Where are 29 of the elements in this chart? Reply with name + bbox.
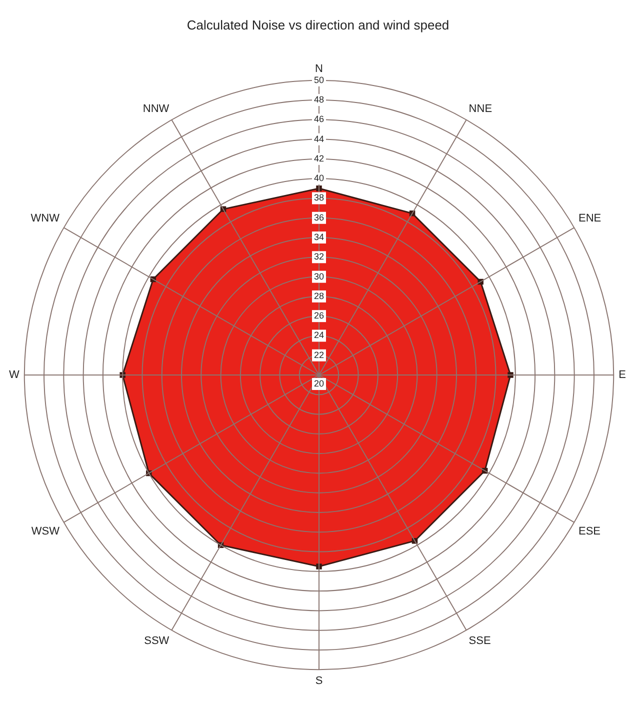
spoke-label: NNW bbox=[142, 102, 170, 115]
y-tick-label: 40 bbox=[314, 173, 324, 184]
y-tick-label: 46 bbox=[314, 114, 324, 124]
spoke-label: WNW bbox=[30, 212, 60, 225]
spoke-label: WSW bbox=[31, 525, 60, 538]
y-tick-label: 32 bbox=[314, 252, 324, 262]
y-tick-label: 42 bbox=[314, 153, 324, 164]
y-tick-label: 22 bbox=[314, 350, 324, 360]
spoke-label: NNE bbox=[468, 102, 492, 115]
spoke-label: E bbox=[618, 369, 626, 382]
spoke-label: N bbox=[315, 62, 324, 75]
spoke-label: ESE bbox=[578, 525, 600, 538]
y-tick-label: 50 bbox=[314, 74, 324, 85]
spoke-label: S bbox=[315, 675, 323, 688]
spoke-label: SSE bbox=[468, 635, 491, 648]
y-tick-label: 20 bbox=[314, 378, 324, 388]
chart-title: Calculated Noise vs direction and wind speed bbox=[186, 17, 450, 32]
y-tick-label: 34 bbox=[314, 232, 324, 242]
y-tick-label: 48 bbox=[314, 94, 324, 105]
spoke-label: SSW bbox=[144, 635, 170, 648]
y-tick-label: 28 bbox=[314, 290, 324, 301]
spoke-label: ENE bbox=[578, 212, 602, 225]
y-tick-label: 36 bbox=[314, 212, 324, 222]
y-tick-label: 24 bbox=[314, 330, 324, 340]
y-tick-label: 30 bbox=[314, 271, 324, 282]
y-tick-label: 26 bbox=[314, 310, 324, 321]
spoke-label: W bbox=[8, 369, 20, 382]
y-tick-label: 44 bbox=[314, 134, 324, 144]
y-tick-label: 38 bbox=[314, 192, 324, 203]
